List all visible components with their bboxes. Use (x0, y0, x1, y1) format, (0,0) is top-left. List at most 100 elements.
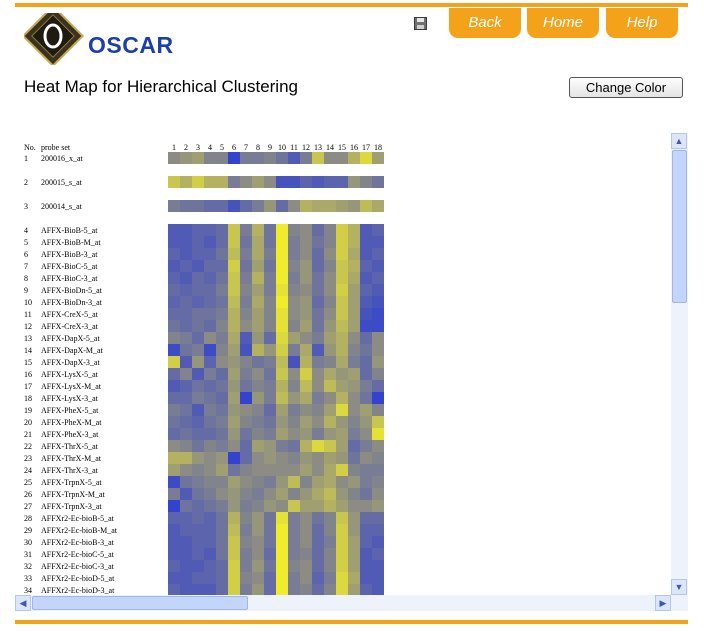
scroll-right-icon[interactable]: ▶ (655, 595, 671, 611)
row-number: 17 (24, 382, 32, 391)
heatmap-cell (216, 356, 228, 368)
bottom-accent-bar (15, 620, 688, 624)
heatmap-cell (312, 392, 324, 404)
heatmap-cell (360, 584, 372, 596)
heatmap-cell (264, 200, 276, 212)
heatmap-cell (336, 464, 348, 476)
heatmap-scroll-area[interactable]: No. probe set 1 2 3 4 5 6 7 8 9 10 11 12 13 14 15 16 17 18 1… (15, 133, 688, 611)
heatmap-cell (192, 416, 204, 428)
heatmap-cell (216, 272, 228, 284)
heatmap-cell (312, 440, 324, 452)
heatmap-cell (312, 488, 324, 500)
heatmap-cell (240, 512, 252, 524)
heatmap-cell (348, 500, 360, 512)
heatmap-cell (288, 260, 300, 272)
scroll-down-icon[interactable]: ▼ (671, 579, 687, 595)
heatmap-cell (372, 260, 384, 272)
probe-set-label: AFFX-PheX-3_at (41, 430, 99, 439)
heatmap-cell (324, 464, 336, 476)
heatmap-cell (372, 452, 384, 464)
row-number: 1 (24, 154, 28, 163)
heatmap-cell (228, 404, 240, 416)
heatmap-cell (216, 524, 228, 536)
heatmap-cell (252, 476, 264, 488)
probe-set-label: AFFX-LysX-3_at (41, 394, 99, 403)
vertical-scroll-thumb[interactable] (672, 150, 687, 303)
heatmap-cell (264, 548, 276, 560)
heatmap-cell (180, 260, 192, 272)
back-tab[interactable]: Back (449, 8, 521, 38)
heatmap-cell (168, 296, 180, 308)
heatmap-cell (372, 404, 384, 416)
heatmap-cell (288, 464, 300, 476)
heatmap-cell (276, 512, 288, 524)
heatmap-cell (252, 464, 264, 476)
horizontal-scroll-thumb[interactable] (32, 596, 248, 610)
row-number: 26 (24, 490, 32, 499)
heatmap-cell (192, 440, 204, 452)
heatmap-cell (288, 476, 300, 488)
probe-set-label: AFFX-BioB-5_at (41, 226, 98, 235)
column-header-16: 16 (350, 143, 358, 152)
heatmap-cell (228, 452, 240, 464)
heatmap-cell (324, 584, 336, 596)
horizontal-scrollbar[interactable]: ◀ ▶ (15, 595, 671, 611)
heatmap-cell (180, 572, 192, 584)
heatmap-cell (336, 176, 348, 188)
heatmap-cell (324, 296, 336, 308)
heatmap-cell (276, 440, 288, 452)
heatmap-cell (216, 224, 228, 236)
heatmap-cell (168, 440, 180, 452)
save-icon[interactable] (414, 17, 427, 30)
heatmap-cell (372, 512, 384, 524)
column-header-3: 3 (196, 143, 200, 152)
change-color-button[interactable]: Change Color (569, 77, 683, 98)
heatmap-cell (252, 272, 264, 284)
heatmap-cell (240, 332, 252, 344)
home-tab[interactable]: Home (527, 8, 599, 38)
help-tab[interactable]: Help (606, 8, 678, 38)
row-number: 30 (24, 538, 32, 547)
heatmap-cell (360, 332, 372, 344)
heatmap-cell (240, 368, 252, 380)
heatmap-cell (276, 548, 288, 560)
heatmap-cell (288, 488, 300, 500)
heatmap-cell (348, 248, 360, 260)
heatmap-cell (312, 236, 324, 248)
heatmap-cell (180, 476, 192, 488)
heatmap-cell (360, 536, 372, 548)
scroll-left-icon[interactable]: ◀ (15, 595, 31, 611)
probe-set-label: AFFX-ThrX-3_at (41, 466, 99, 475)
heatmap-cell (300, 452, 312, 464)
heatmap-cell (348, 356, 360, 368)
heatmap-cell (348, 236, 360, 248)
heatmap-cell (360, 344, 372, 356)
heatmap-cell (276, 308, 288, 320)
heatmap-cell (168, 224, 180, 236)
heatmap-cell (348, 548, 360, 560)
heatmap-cell (264, 392, 276, 404)
heatmap-cell (252, 452, 264, 464)
row-number: 11 (24, 310, 32, 319)
row-number: 4 (24, 226, 28, 235)
heatmap-cell (180, 464, 192, 476)
vertical-scrollbar[interactable]: ▲ ▼ (671, 133, 688, 595)
heatmap-cell (360, 260, 372, 272)
heatmap-cell (312, 224, 324, 236)
heatmap-cell (300, 284, 312, 296)
heatmap-cell (324, 152, 336, 164)
heatmap-cell (180, 512, 192, 524)
heatmap-cell (216, 200, 228, 212)
heatmap-cell (216, 308, 228, 320)
heatmap-cell (192, 452, 204, 464)
heatmap-cell (252, 152, 264, 164)
heatmap-cell (168, 152, 180, 164)
heatmap-cell (300, 392, 312, 404)
heatmap-cell (240, 560, 252, 572)
scrollbar-corner (671, 595, 688, 611)
heatmap-cell (264, 272, 276, 284)
scroll-up-icon[interactable]: ▲ (671, 133, 687, 149)
heatmap-cell (228, 320, 240, 332)
heatmap-cell (324, 356, 336, 368)
heatmap-cell (228, 392, 240, 404)
